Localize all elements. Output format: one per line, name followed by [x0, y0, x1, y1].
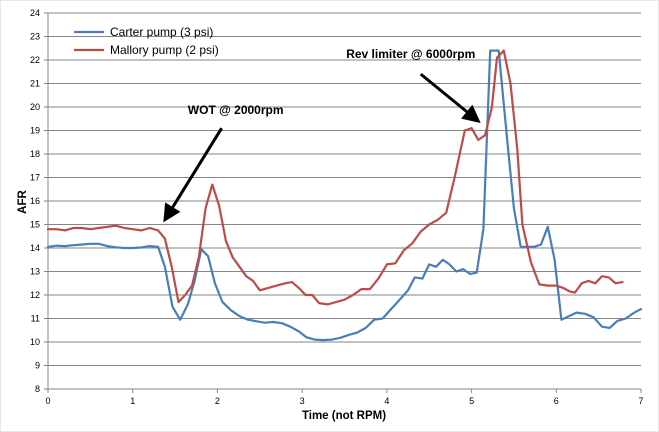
axes [44, 12, 642, 393]
annotation-arrow [163, 127, 223, 223]
x-tick-label: 7 [638, 396, 643, 406]
y-tick-label: 19 [30, 126, 40, 136]
annotation-label: WOT @ 2000rpm [188, 103, 284, 117]
y-tick-label: 24 [30, 8, 40, 18]
y-tick-label: 12 [30, 290, 40, 300]
series-line-mallory-pump [46, 49, 624, 306]
annotation-arrow [419, 72, 481, 123]
y-tick-label: 9 [35, 361, 40, 371]
y-tick-label: 11 [31, 314, 40, 324]
y-tick-label: 13 [30, 267, 40, 277]
y-tick-label: 16 [30, 196, 40, 206]
y-tick-label: 23 [30, 32, 40, 42]
y-tick-label: 15 [30, 220, 40, 230]
y-tick-label: 10 [30, 337, 40, 347]
x-tick-label: 0 [45, 396, 50, 406]
series-line-carter-pump [46, 49, 643, 342]
legend-label: Carter pump (3 psi) [110, 25, 213, 39]
y-tick-label: 17 [30, 173, 40, 183]
annotation-label: Rev limiter @ 6000rpm [346, 47, 475, 61]
y-tick-label: 20 [30, 102, 40, 112]
annotations: WOT @ 2000rpm Rev limiter @ 6000rpm [163, 47, 481, 223]
y-tick-label: 8 [35, 384, 40, 394]
y-tick-label: 21 [30, 79, 40, 89]
y-axis-title: AFR [17, 189, 29, 213]
x-axis-title: Time (not RPM) [302, 410, 386, 422]
x-tick-label: 1 [130, 396, 135, 406]
x-tick-label: 2 [215, 396, 220, 406]
x-tick-label: 6 [554, 396, 559, 406]
legend-label: Mallory pump (2 psi) [110, 43, 219, 57]
legend: Carter pump (3 psi) Mallory pump (2 psi) [74, 25, 219, 57]
x-tick-label: 5 [469, 396, 474, 406]
gridlines [48, 12, 641, 390]
series-lines [46, 49, 643, 342]
y-tick-label: 18 [30, 149, 40, 159]
x-tick-label: 4 [384, 396, 389, 406]
y-tick-label: 22 [30, 55, 40, 65]
x-tick-label: 3 [300, 396, 305, 406]
y-tick-label: 14 [30, 243, 40, 253]
